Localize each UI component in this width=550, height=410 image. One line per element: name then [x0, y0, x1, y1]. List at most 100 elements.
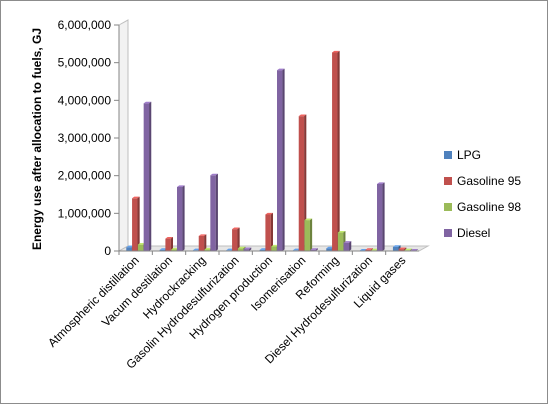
- bar-1-3: [232, 227, 240, 251]
- bar-side: [137, 196, 140, 251]
- bar-side: [149, 101, 152, 251]
- bar-top: [365, 248, 373, 250]
- bar-3-0: [143, 101, 152, 251]
- bar-side: [382, 182, 385, 251]
- y-axis-title: Energy use after allocation to fuels, GJ: [30, 28, 44, 250]
- bar-front: [326, 248, 332, 251]
- bar-top: [277, 68, 285, 71]
- bar-front: [337, 232, 344, 251]
- bar-front: [143, 103, 150, 251]
- bar-1-1: [165, 236, 173, 251]
- legend-item-2: Gasoline 98: [444, 200, 521, 214]
- bar-side: [404, 247, 407, 251]
- bar-1-0: [132, 196, 140, 251]
- bar-side: [215, 173, 218, 251]
- bar-front: [232, 229, 238, 251]
- bar-top: [232, 227, 240, 230]
- bar-front: [277, 70, 283, 251]
- bar-2-5: [304, 218, 313, 251]
- bar-top: [404, 248, 413, 251]
- bar-top: [337, 230, 346, 233]
- legend-item-3: Diesel: [444, 226, 490, 240]
- bar-front: [310, 249, 316, 251]
- bar-top: [271, 244, 279, 247]
- bar-top: [204, 247, 213, 250]
- bar-front: [398, 249, 405, 251]
- bar-front: [392, 246, 399, 251]
- bar-top: [398, 247, 407, 250]
- bar-side: [349, 241, 352, 251]
- y-tick-label: 0: [104, 244, 111, 258]
- legend-item-0: LPG: [444, 148, 481, 162]
- bar-front: [159, 249, 165, 251]
- bar-top: [165, 236, 173, 239]
- bar-top: [343, 241, 352, 243]
- bar-3-1: [177, 185, 185, 251]
- bar-front: [259, 249, 265, 251]
- legend-swatch: [444, 229, 452, 237]
- side-wall: [118, 19, 129, 252]
- bar-side: [170, 236, 173, 251]
- y-tick-label: 3,000,000: [58, 131, 112, 145]
- y-axis: 0 1,000,000 2,000,000 3,000,000 4,000,000 5,0…: [58, 18, 120, 258]
- bar-top: [326, 246, 334, 249]
- legend-label: LPG: [457, 148, 481, 162]
- bar-front: [365, 249, 371, 251]
- legend-item-1: Gasoline 95: [444, 174, 521, 188]
- bar-front: [332, 52, 338, 251]
- legend-swatch: [444, 177, 452, 185]
- bar-side: [315, 248, 318, 251]
- bar-top: [137, 242, 146, 245]
- bar-3-3: [243, 247, 252, 251]
- bar-front: [137, 244, 144, 251]
- bar-3-6: [343, 241, 352, 251]
- bar-1-4: [265, 212, 273, 251]
- bar-front: [165, 238, 171, 251]
- bar-3-7: [377, 182, 385, 251]
- y-tick-label: 1,000,000: [58, 206, 112, 220]
- bar-top: [198, 234, 207, 236]
- bar-top: [132, 196, 140, 199]
- legend-swatch: [444, 151, 452, 159]
- bar-top: [298, 114, 307, 117]
- bar-front: [132, 198, 138, 251]
- bar-top: [226, 248, 234, 251]
- bars: [126, 50, 418, 252]
- bar-top: [159, 248, 168, 250]
- bar-1-8: [398, 247, 407, 251]
- legend: LPG Gasoline 95 Gasoline 98 Diesel: [444, 148, 521, 240]
- bar-side: [309, 218, 313, 251]
- y-tick-label: 5,000,000: [58, 56, 112, 70]
- bar-front: [126, 247, 132, 251]
- bar-front: [377, 183, 383, 251]
- bar-top: [310, 248, 318, 250]
- bar-side: [237, 227, 240, 251]
- bar-top: [359, 249, 368, 251]
- bar-front: [177, 186, 183, 251]
- bar-front: [210, 175, 216, 251]
- bar-front: [237, 248, 244, 251]
- bar-1-5: [298, 114, 307, 251]
- bar-side: [304, 114, 307, 251]
- bar-top: [371, 248, 379, 251]
- bar-top: [392, 245, 401, 247]
- bar-top: [237, 246, 246, 249]
- bar-3-5: [310, 248, 318, 251]
- bar-front: [243, 249, 250, 251]
- bar-top: [332, 50, 340, 53]
- bar-1-2: [198, 234, 207, 251]
- bar-3-2: [210, 173, 218, 251]
- bar-top: [377, 182, 385, 184]
- bar-3-4: [277, 68, 285, 251]
- legend-swatch: [444, 203, 452, 211]
- bar-front: [265, 214, 271, 251]
- bar-front: [298, 116, 305, 251]
- bar-top: [210, 173, 218, 176]
- bar-front: [304, 220, 310, 251]
- bar-side: [249, 247, 252, 251]
- bar-side: [337, 50, 340, 251]
- bar-front: [204, 249, 210, 251]
